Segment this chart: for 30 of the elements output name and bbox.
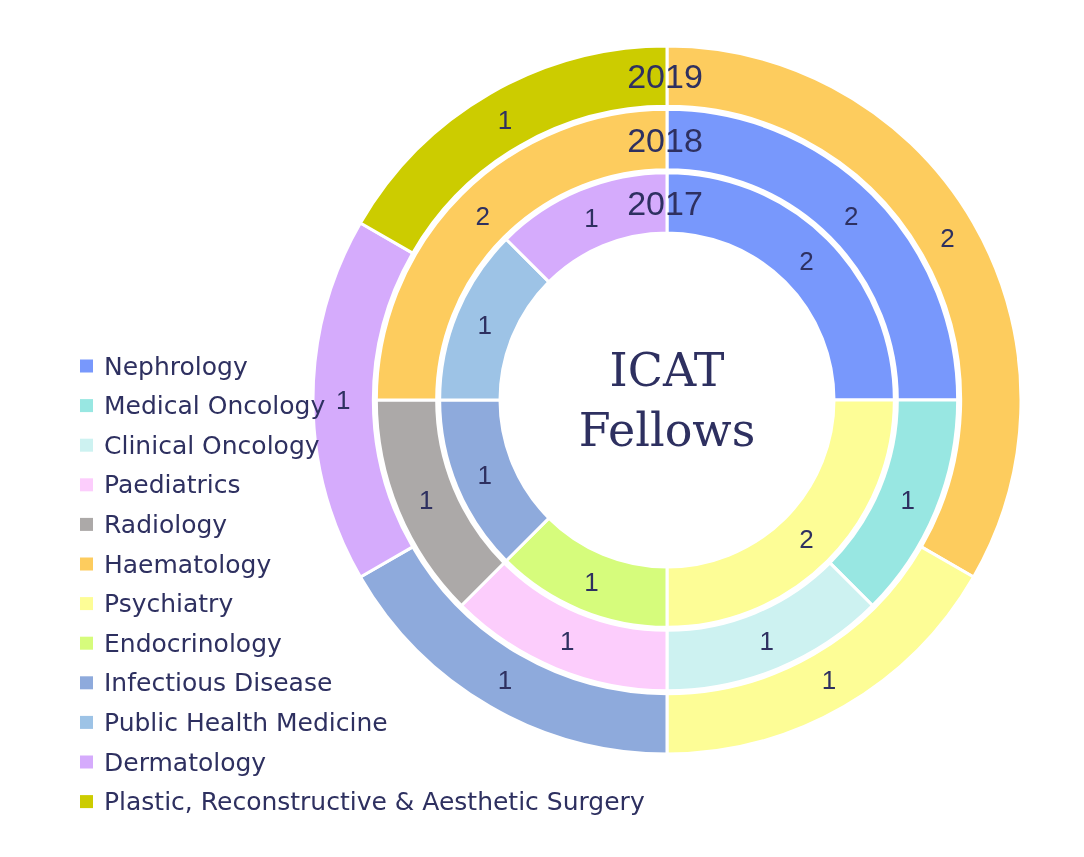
data-label: 1 xyxy=(560,625,575,656)
data-label: 1 xyxy=(821,665,837,696)
data-label: 1 xyxy=(335,385,351,415)
legend-label: Infectious Disease xyxy=(104,668,333,698)
legend-label: Plastic, Reconstructive & Aesthetic Surgery xyxy=(104,787,645,817)
legend-label: Psychiatry xyxy=(104,589,234,619)
legend-label: Dermatology xyxy=(104,747,267,777)
legend-label: Paediatrics xyxy=(104,470,241,500)
data-label: 1 xyxy=(900,484,915,515)
legend-label: Endocrinology xyxy=(104,628,283,658)
data-label: 1 xyxy=(584,567,599,598)
data-label: 1 xyxy=(584,202,599,233)
legend-label: Clinical Oncology xyxy=(104,430,320,460)
data-label: 2 xyxy=(475,200,491,231)
data-label: 1 xyxy=(477,460,493,491)
data-label: 2 xyxy=(940,223,955,254)
text: ICAT Fellows xyxy=(578,343,756,457)
data-label: 1 xyxy=(497,665,513,696)
legend-label: Medical Oncology xyxy=(104,391,326,421)
data-label: 1 xyxy=(419,484,434,515)
legend-label: Radiology xyxy=(104,509,228,539)
legend-label: Haematology xyxy=(104,549,272,579)
data-label: 2 xyxy=(799,524,814,555)
legend-label: Nephrology xyxy=(104,351,248,381)
data-label: 2 xyxy=(799,245,814,276)
data-label: 1 xyxy=(497,104,513,135)
data-label: 1 xyxy=(759,625,774,656)
data-label: 1 xyxy=(477,309,493,340)
legend-label: Public Health Medicine xyxy=(104,707,388,737)
data-label: 2 xyxy=(843,200,859,231)
